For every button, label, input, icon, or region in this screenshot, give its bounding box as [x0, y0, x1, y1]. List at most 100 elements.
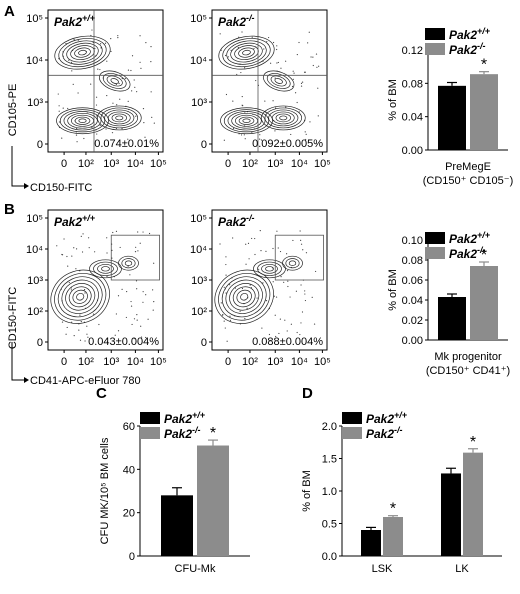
- event-dot: [310, 56, 312, 58]
- event-dot: [86, 325, 88, 327]
- event-dot: [225, 263, 227, 266]
- event-dot: [268, 333, 271, 336]
- event-dot: [274, 77, 276, 79]
- gate-percentage: 0.088±0.004%: [252, 336, 323, 348]
- event-dot: [100, 43, 102, 45]
- contour-line: [76, 293, 85, 301]
- bar: [383, 517, 403, 556]
- event-dot: [272, 247, 274, 250]
- contour-line: [218, 273, 271, 321]
- flow-genotype-label-sup: +/+: [82, 13, 96, 23]
- contour-line: [78, 49, 87, 56]
- event-dot: [99, 68, 101, 71]
- x-tick-label: 10⁴: [291, 356, 308, 368]
- legend-label-sup: +/+: [192, 410, 206, 420]
- event-dot: [269, 339, 271, 342]
- event-dot: [96, 133, 98, 135]
- event-dot: [106, 252, 108, 254]
- event-dot: [225, 256, 227, 258]
- event-dot: [70, 61, 73, 63]
- event-dot: [245, 243, 247, 245]
- legend-swatch: [425, 232, 445, 244]
- event-dot: [280, 276, 282, 278]
- event-dot: [300, 322, 302, 324]
- event-dot: [117, 35, 119, 37]
- event-dot: [244, 317, 246, 320]
- event-dot: [275, 107, 277, 109]
- flow-genotype-label: Pak2-/-: [218, 13, 255, 29]
- event-dot: [130, 69, 132, 72]
- contour-line: [74, 116, 91, 125]
- event-dot: [224, 327, 226, 329]
- event-dot: [317, 115, 319, 117]
- legend: Pak2+/+Pak2-/-: [425, 230, 491, 261]
- event-dot: [296, 53, 298, 56]
- event-dot: [292, 78, 294, 80]
- event-dot: [71, 70, 73, 72]
- event-dot: [290, 323, 292, 325]
- event-dot: [286, 269, 289, 272]
- contour-line: [102, 73, 127, 89]
- event-dot: [140, 67, 142, 70]
- event-dot: [100, 47, 102, 49]
- event-dot: [274, 314, 276, 316]
- y-tick-label: 2.0: [322, 421, 337, 433]
- x-tick-label: 0: [61, 158, 67, 170]
- event-dot: [83, 137, 85, 140]
- contour-line: [232, 286, 256, 308]
- event-dot: [142, 231, 144, 233]
- event-dot: [223, 286, 225, 288]
- legend-label: Pak2+/+: [449, 26, 491, 42]
- flow-a-ylabel: CD105-PE: [7, 84, 19, 137]
- event-dot: [304, 299, 307, 302]
- y-tick-label: 60: [123, 421, 135, 433]
- bar: [361, 530, 381, 556]
- event-dot: [223, 320, 225, 322]
- bar: [197, 445, 229, 556]
- legend-label: Pak2+/+: [366, 410, 408, 426]
- x-tick-label: 10²: [242, 158, 258, 170]
- event-dot: [289, 296, 291, 298]
- event-dot: [75, 134, 78, 136]
- event-dot: [272, 100, 274, 102]
- event-dot: [276, 62, 278, 64]
- y-tick-label: 10³: [191, 97, 207, 109]
- event-dot: [94, 251, 96, 253]
- event-dot: [150, 91, 152, 93]
- y-tick-label: 10⁵: [190, 13, 207, 25]
- event-dot: [153, 262, 155, 264]
- legend: Pak2+/+Pak2-/-: [425, 26, 491, 57]
- event-dot: [68, 281, 70, 284]
- event-dot: [117, 330, 120, 332]
- event-dot: [227, 56, 229, 58]
- event-dot: [232, 100, 234, 102]
- y-tick-label: 10²: [27, 306, 43, 318]
- legend-label-base: Pak2: [366, 427, 394, 441]
- contour-line: [89, 259, 122, 279]
- significance-star: *: [470, 434, 476, 451]
- event-dot: [265, 300, 268, 302]
- legend-label-sup: -/-: [192, 425, 201, 435]
- event-dot: [300, 85, 303, 87]
- y-tick-label: 10⁴: [190, 244, 207, 256]
- x-tick-label: 10⁴: [127, 158, 144, 170]
- contour-line: [96, 105, 142, 131]
- event-dot: [219, 243, 221, 245]
- event-dot: [139, 35, 141, 37]
- event-dot: [127, 138, 129, 140]
- event-dot: [246, 307, 248, 309]
- event-dot: [65, 43, 67, 45]
- event-dot: [129, 274, 131, 276]
- y-tick-label: 0.08: [402, 255, 423, 267]
- event-dot: [150, 61, 152, 63]
- event-dot: [284, 319, 286, 321]
- event-dot: [95, 96, 98, 98]
- y-tick-label: 0.08: [402, 78, 423, 90]
- event-dot: [276, 230, 278, 232]
- event-dot: [275, 335, 277, 338]
- x-tick-label: 10⁴: [291, 158, 308, 170]
- event-dot: [299, 333, 301, 336]
- event-dot: [111, 132, 114, 134]
- event-dot: [221, 314, 224, 316]
- event-dot: [315, 143, 317, 145]
